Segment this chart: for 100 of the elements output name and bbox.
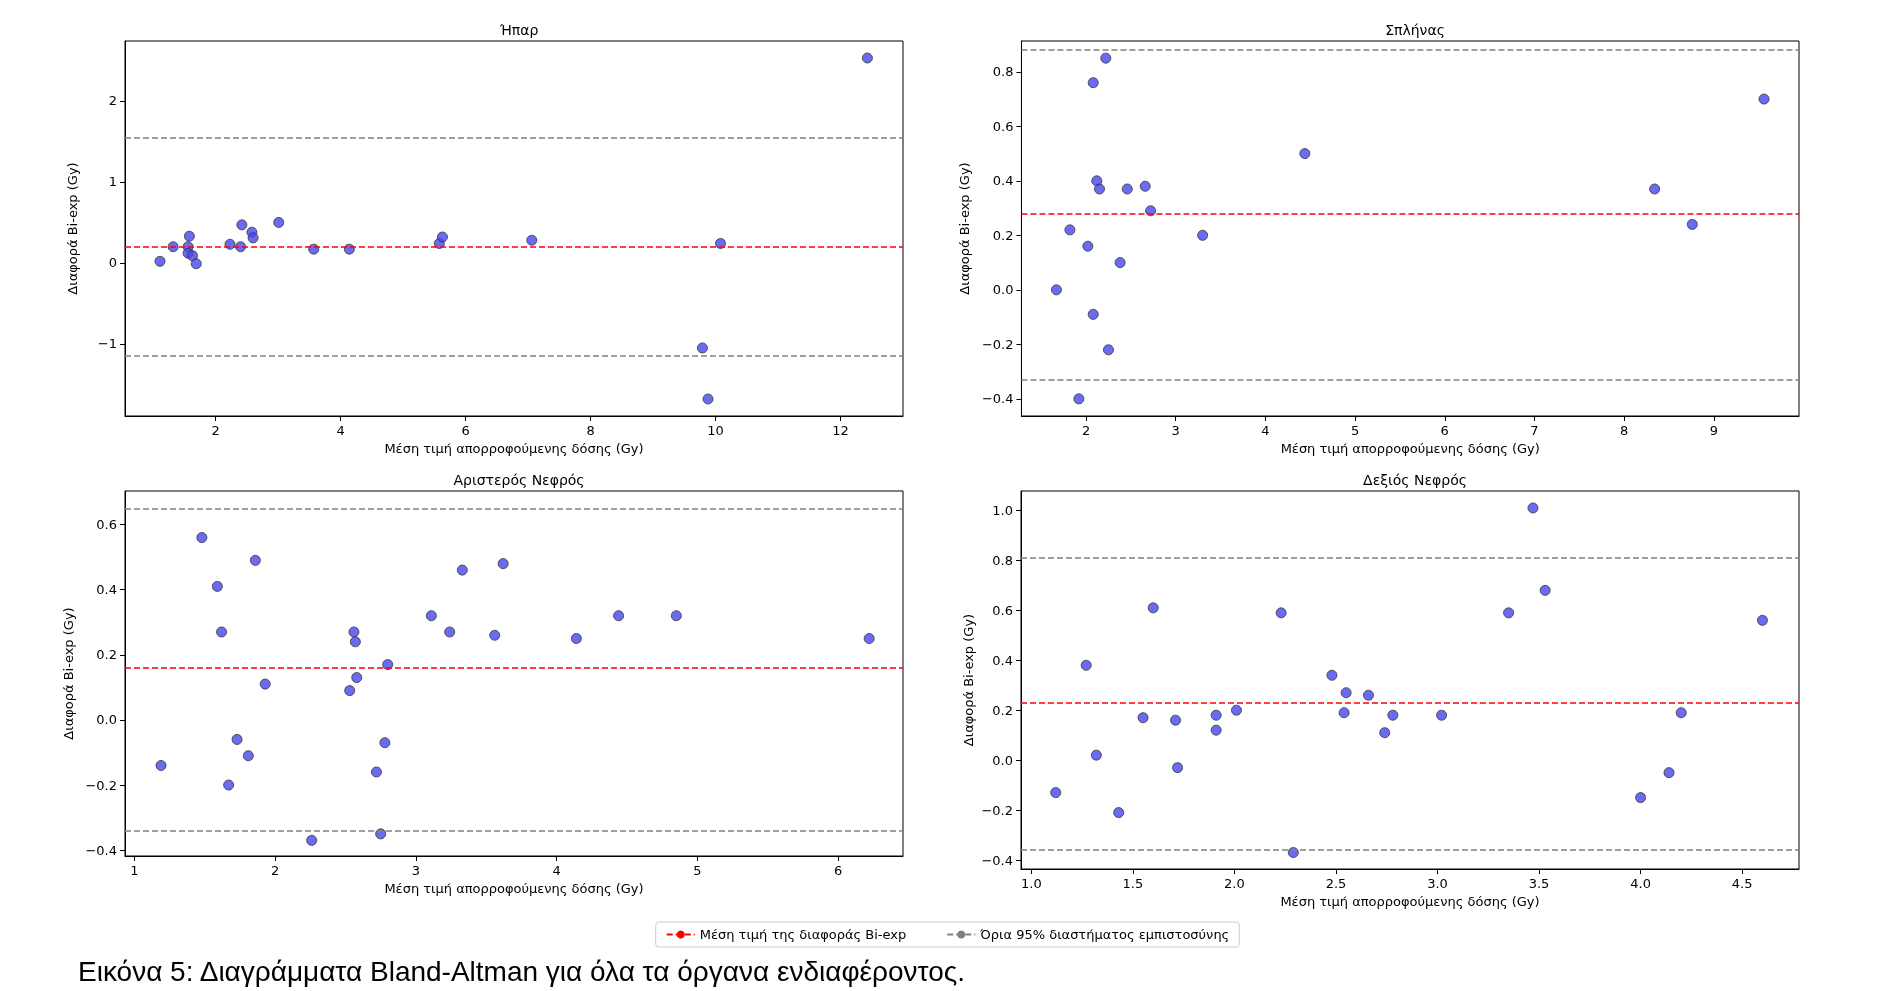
point — [1527, 502, 1539, 514]
point — [1090, 749, 1102, 761]
y-tick-label: −0.2 — [981, 336, 1014, 352]
x-tick-label: 2.5 — [1325, 876, 1347, 891]
x-tick-label: 4.0 — [1630, 876, 1651, 891]
point — [1503, 607, 1515, 619]
point — [183, 230, 195, 242]
point — [1663, 767, 1675, 779]
y-tick-label: 0.8 — [992, 64, 1014, 80]
point — [1082, 240, 1094, 252]
x-tick-label: 10 — [707, 423, 724, 438]
point — [236, 219, 248, 231]
x-tick-label: 5 — [693, 863, 702, 878]
point — [1139, 180, 1151, 192]
point — [1094, 183, 1105, 195]
x-tick-label: 4 — [336, 423, 345, 438]
x-tick-label: 2 — [1081, 423, 1091, 438]
point — [1387, 709, 1399, 721]
point — [1326, 669, 1338, 681]
point — [154, 255, 166, 267]
point — [1210, 724, 1222, 736]
point — [1230, 704, 1242, 716]
point — [216, 626, 228, 638]
point — [348, 626, 360, 638]
x-tick-label: 4.5 — [1731, 876, 1753, 891]
point — [1147, 602, 1159, 614]
point — [456, 564, 468, 576]
point — [863, 633, 875, 644]
point — [1210, 709, 1222, 721]
point — [1137, 712, 1149, 724]
x-tick-label: 1 — [130, 863, 139, 878]
point — [1362, 689, 1374, 701]
point — [273, 216, 285, 228]
point — [1172, 762, 1184, 774]
point — [379, 737, 391, 749]
point — [1756, 614, 1768, 626]
y-tick-label: −1 — [97, 336, 117, 352]
point — [861, 52, 873, 64]
point — [1170, 714, 1182, 726]
y-tick-label: −0.4 — [981, 852, 1013, 868]
point — [190, 258, 202, 270]
x-tick-label: 4 — [1261, 423, 1270, 438]
point — [1675, 707, 1687, 719]
y-tick-label: 0.2 — [992, 227, 1014, 243]
point — [1299, 148, 1311, 160]
point — [1114, 257, 1126, 269]
x-tick-label: 2 — [270, 863, 280, 878]
point — [1102, 344, 1114, 356]
point — [702, 393, 714, 405]
y-tick-label: 0.6 — [992, 602, 1013, 618]
chart-title: Δεξιός Νεφρός — [1363, 472, 1467, 488]
point — [1649, 183, 1661, 195]
point — [1379, 727, 1391, 739]
y-tick-label: 0.8 — [992, 552, 1013, 568]
x-tick-label: 9 — [1709, 423, 1718, 438]
point — [223, 779, 235, 791]
point — [1686, 218, 1698, 230]
y-tick-label: 2 — [108, 93, 117, 109]
x-tick-label: 5 — [1350, 423, 1360, 438]
point — [1050, 284, 1062, 296]
point — [1064, 224, 1076, 236]
point — [1100, 52, 1112, 64]
y-tick-label: 0 — [108, 255, 117, 271]
y-tick-label: 0.6 — [96, 517, 117, 533]
x-tick-label: 7 — [1530, 423, 1539, 438]
point — [1539, 584, 1551, 596]
x-tick-label: 1.5 — [1122, 876, 1144, 891]
point — [436, 231, 448, 243]
x-tick-label: 12 — [832, 423, 849, 438]
y-tick-label: 0.2 — [96, 647, 117, 663]
x-tick-label: 3.5 — [1528, 876, 1550, 891]
x-tick-label: 3.0 — [1427, 876, 1448, 891]
y-tick-label: −0.2 — [85, 777, 117, 793]
x-tick-label: 6 — [1440, 423, 1449, 438]
x-tick-label: 1.0 — [1021, 876, 1042, 891]
point — [1087, 308, 1099, 320]
point — [196, 532, 208, 544]
legend-label: Όρια 95% διαστήματος εμπιστοσύνης — [979, 927, 1230, 942]
x-axis-title: Μέση τιμή απορροφούμενης δόσης (Gy) — [384, 881, 644, 896]
y-tick-label: 0.0 — [992, 282, 1014, 298]
point — [249, 554, 261, 566]
point — [1197, 229, 1209, 241]
point — [1338, 707, 1350, 719]
x-tick-label: 8 — [586, 423, 595, 438]
point — [231, 733, 243, 745]
x-tick-label: 6 — [834, 863, 843, 878]
x-tick-label: 8 — [1619, 423, 1629, 438]
point — [1436, 709, 1448, 721]
y-axis-title: Διαφορά Bi-exp (Gy) — [60, 607, 76, 740]
point — [1758, 93, 1770, 105]
x-tick-label: 2 — [211, 423, 220, 438]
y-tick-label: 0.2 — [992, 702, 1013, 718]
y-axis-title: Διαφορά Bi-exp (Gy) — [65, 162, 80, 295]
point — [497, 558, 509, 570]
y-tick-label: 0.4 — [992, 173, 1014, 189]
point — [570, 633, 582, 644]
y-tick-label: 0.0 — [96, 712, 117, 728]
y-tick-label: 1 — [108, 174, 117, 190]
point — [670, 610, 682, 622]
point — [1080, 659, 1092, 671]
